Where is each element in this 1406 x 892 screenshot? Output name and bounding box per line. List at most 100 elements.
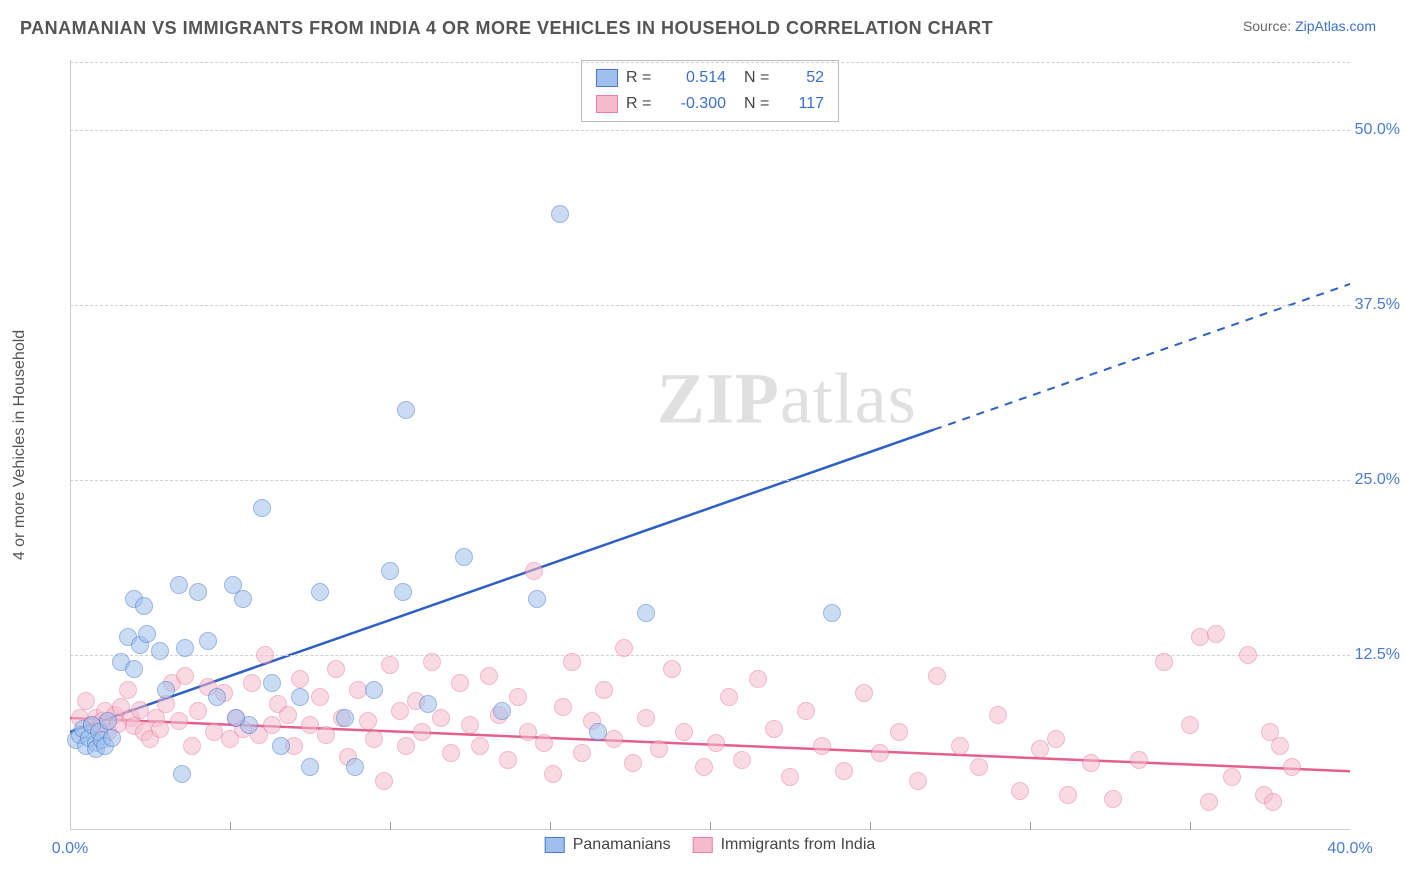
data-point-india	[413, 723, 431, 741]
data-point-panamanians	[272, 737, 290, 755]
legend-swatch-india	[693, 837, 713, 853]
grid-line	[70, 305, 1350, 306]
x-tick-label: 0.0%	[52, 840, 88, 858]
data-point-india	[595, 681, 613, 699]
y-tick-label: 50.0%	[1355, 121, 1400, 139]
grid-line	[70, 130, 1350, 131]
source-label: Source:	[1243, 18, 1291, 34]
data-point-panamanians	[381, 562, 399, 580]
data-point-india	[605, 730, 623, 748]
x-tick	[230, 822, 231, 830]
data-point-panamanians	[493, 702, 511, 720]
data-point-india	[499, 751, 517, 769]
data-point-panamanians	[157, 681, 175, 699]
data-point-india	[77, 692, 95, 710]
stats-legend-box: R =0.514N =52R =-0.300N =117	[581, 60, 839, 122]
data-point-india	[554, 698, 572, 716]
stat-r-value-india: -0.300	[666, 95, 726, 113]
data-point-panamanians	[103, 729, 121, 747]
source-link[interactable]: ZipAtlas.com	[1295, 18, 1376, 34]
data-point-panamanians	[419, 695, 437, 713]
series-legend: Panamanians Immigrants from India	[545, 836, 876, 854]
data-point-india	[855, 684, 873, 702]
data-point-panamanians	[346, 758, 364, 776]
data-point-india	[615, 639, 633, 657]
data-point-panamanians	[301, 758, 319, 776]
data-point-india	[381, 656, 399, 674]
data-point-panamanians	[227, 709, 245, 727]
y-tick-label: 37.5%	[1355, 296, 1400, 314]
grid-line	[70, 480, 1350, 481]
data-point-india	[525, 562, 543, 580]
data-point-india	[624, 754, 642, 772]
data-point-india	[301, 716, 319, 734]
x-tick	[1190, 822, 1191, 830]
grid-line	[70, 62, 1350, 63]
data-point-india	[663, 660, 681, 678]
data-point-india	[256, 646, 274, 664]
data-point-india	[637, 709, 655, 727]
data-point-india	[871, 744, 889, 762]
watermark-bold: ZIP	[657, 358, 780, 438]
data-point-panamanians	[176, 639, 194, 657]
data-point-india	[1059, 786, 1077, 804]
data-point-india	[1223, 768, 1241, 786]
data-point-india	[1104, 790, 1122, 808]
data-point-india	[1283, 758, 1301, 776]
data-point-india	[397, 737, 415, 755]
data-point-panamanians	[336, 709, 354, 727]
legend-swatch-india	[596, 95, 618, 113]
data-point-india	[720, 688, 738, 706]
data-point-india	[317, 726, 335, 744]
data-point-india	[423, 653, 441, 671]
data-point-india	[1191, 628, 1209, 646]
stat-n-value-panamanians: 52	[784, 69, 824, 87]
data-point-india	[1271, 737, 1289, 755]
source-attribution: Source: ZipAtlas.com	[1243, 18, 1376, 34]
data-point-india	[119, 681, 137, 699]
data-point-india	[1155, 653, 1173, 671]
data-point-india	[1130, 751, 1148, 769]
data-point-india	[695, 758, 713, 776]
data-point-india	[243, 674, 261, 692]
data-point-india	[781, 768, 799, 786]
data-point-india	[471, 737, 489, 755]
data-point-panamanians	[234, 590, 252, 608]
data-point-panamanians	[823, 604, 841, 622]
data-point-india	[151, 720, 169, 738]
data-point-panamanians	[170, 576, 188, 594]
data-point-india	[563, 653, 581, 671]
data-point-panamanians	[173, 765, 191, 783]
legend-item-panamanians: Panamanians	[545, 836, 671, 854]
data-point-india	[432, 709, 450, 727]
data-point-india	[928, 667, 946, 685]
x-tick	[550, 822, 551, 830]
legend-swatch-panamanians	[545, 837, 565, 853]
y-axis-label: 4 or more Vehicles in Household	[11, 330, 29, 560]
data-point-panamanians	[397, 401, 415, 419]
data-point-panamanians	[199, 632, 217, 650]
data-point-india	[375, 772, 393, 790]
legend-label-india: Immigrants from India	[721, 836, 876, 854]
data-point-india	[544, 765, 562, 783]
data-point-panamanians	[311, 583, 329, 601]
data-point-india	[327, 660, 345, 678]
stats-row-panamanians: R =0.514N =52	[596, 65, 824, 91]
stat-n-value-india: 117	[784, 95, 824, 113]
data-point-india	[749, 670, 767, 688]
stat-n-label: N =	[744, 69, 776, 87]
data-point-india	[170, 712, 188, 730]
legend-swatch-panamanians	[596, 69, 618, 87]
data-point-panamanians	[455, 548, 473, 566]
data-point-panamanians	[138, 625, 156, 643]
data-point-india	[291, 670, 309, 688]
data-point-panamanians	[589, 723, 607, 741]
data-point-india	[279, 706, 297, 724]
data-point-panamanians	[394, 583, 412, 601]
data-point-india	[1181, 716, 1199, 734]
data-point-panamanians	[551, 205, 569, 223]
data-point-india	[733, 751, 751, 769]
data-point-panamanians	[135, 597, 153, 615]
data-point-india	[970, 758, 988, 776]
data-point-panamanians	[99, 712, 117, 730]
